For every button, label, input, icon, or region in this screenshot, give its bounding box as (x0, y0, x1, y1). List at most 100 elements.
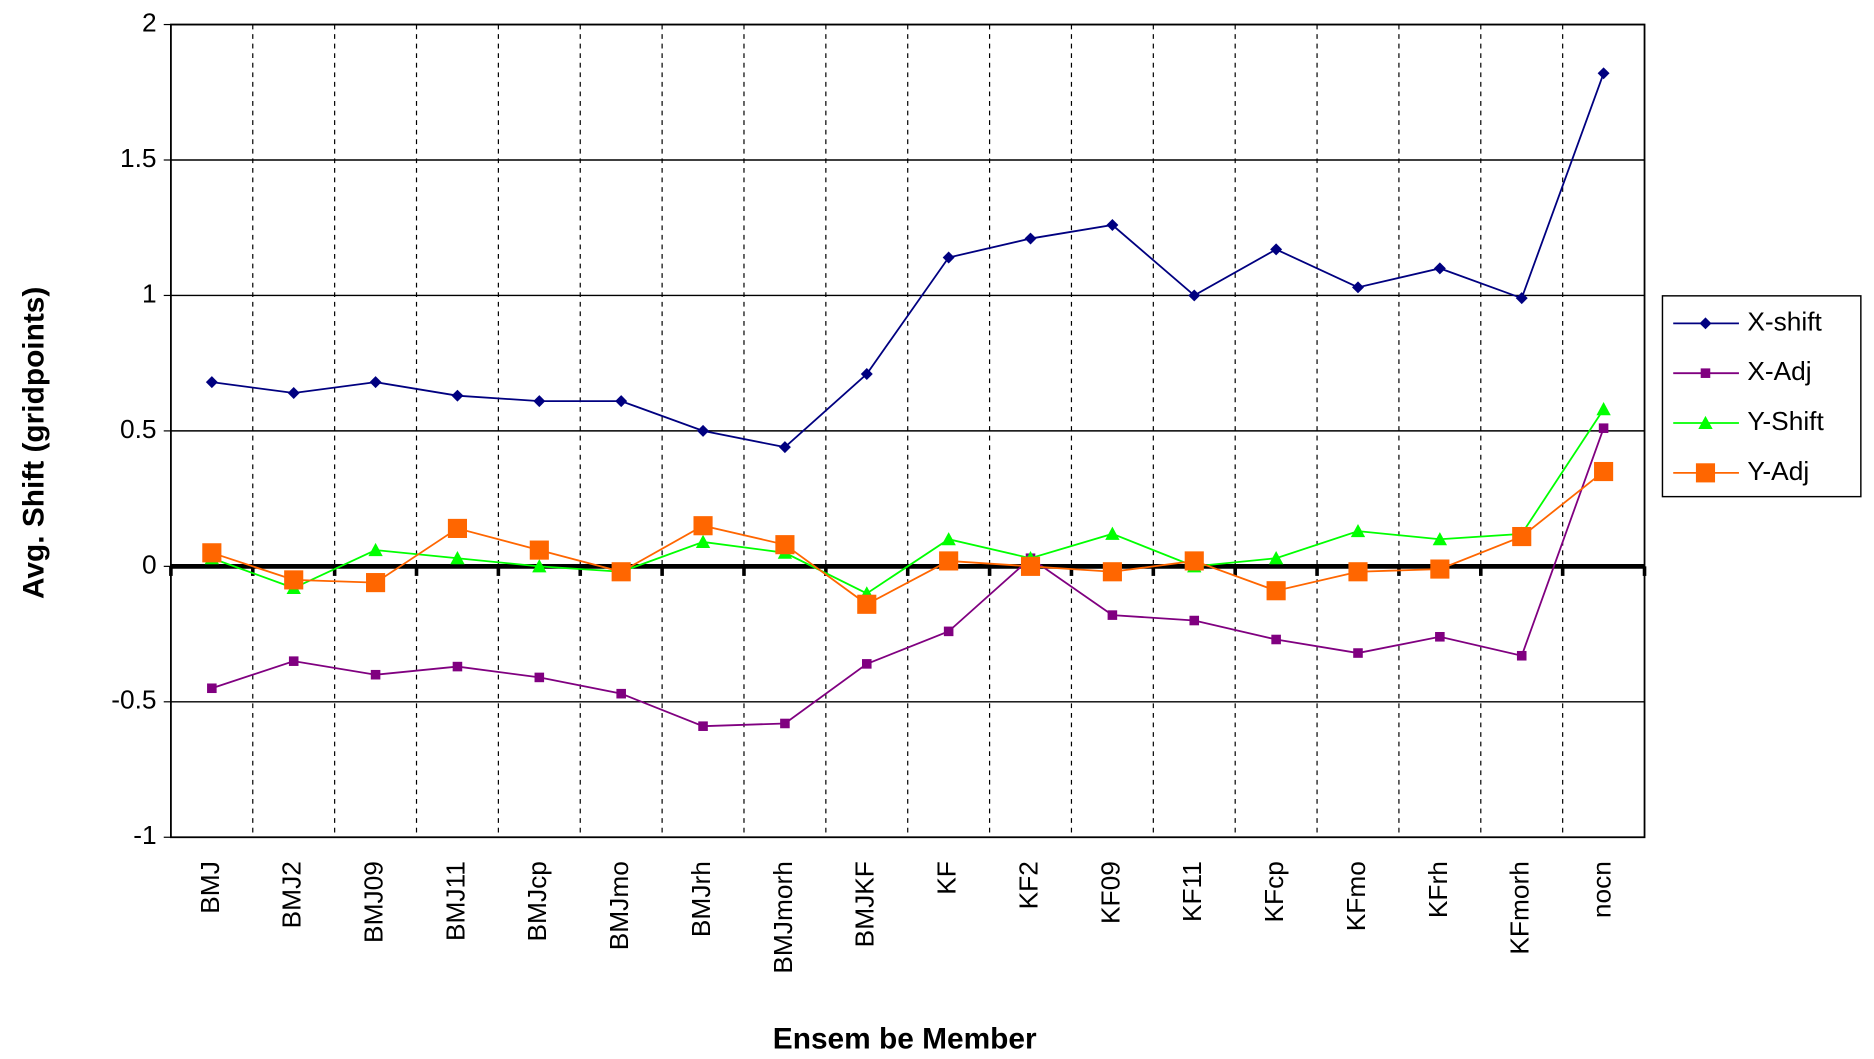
marker (1189, 615, 1200, 626)
marker (1594, 461, 1614, 482)
marker (1271, 634, 1281, 645)
marker (1105, 526, 1120, 540)
marker (1598, 423, 1609, 433)
marker (205, 376, 218, 389)
y-axis-title: Avg. Shift (gridpoints) (18, 287, 51, 599)
marker (451, 389, 464, 402)
marker (1353, 648, 1363, 658)
marker (616, 688, 626, 699)
x-tick-label: BMJcp (522, 861, 552, 941)
marker (1102, 562, 1122, 582)
legend-label: Y-Shift (1747, 406, 1824, 436)
y-tick-label: 2 (142, 7, 157, 37)
marker (1515, 292, 1528, 305)
x-tick-label: BMJ11 (440, 861, 470, 941)
marker (857, 594, 877, 614)
marker (1020, 556, 1041, 576)
marker (288, 656, 299, 666)
x-tick-label: KF09 (1095, 861, 1125, 924)
marker (1695, 463, 1716, 483)
x-tick-label: BMJmo (604, 861, 634, 950)
x-tick-label: BMJ (195, 861, 225, 914)
marker (1352, 281, 1364, 294)
series-line (211, 427, 1605, 728)
marker (1597, 67, 1610, 80)
marker (207, 683, 217, 694)
marker (452, 661, 463, 672)
marker (1596, 402, 1611, 416)
marker (942, 251, 955, 264)
marker (1106, 219, 1119, 231)
y-tick-label: 0 (142, 549, 157, 579)
plot-border (170, 23, 1646, 839)
marker (447, 518, 468, 538)
marker (366, 573, 386, 593)
marker (1350, 523, 1366, 538)
marker (368, 542, 383, 557)
marker (1184, 551, 1204, 571)
marker (1188, 289, 1201, 302)
marker (370, 669, 381, 680)
marker (939, 551, 959, 571)
marker (780, 718, 790, 729)
x-tick-label: KF (932, 861, 962, 895)
x-axis-title: Ensem be Member (773, 1022, 1037, 1055)
legend-box (1661, 295, 1862, 498)
y-tick-label: -1 (133, 820, 156, 850)
x-tick-label: KF11 (1177, 861, 1207, 922)
x-tick-label: BMJ09 (359, 861, 389, 943)
marker (1268, 551, 1284, 565)
marker (697, 424, 710, 437)
y-tick-label: 1 (142, 278, 157, 308)
marker (775, 535, 795, 555)
x-tick-label: BMJ2 (277, 861, 307, 928)
marker (1024, 232, 1037, 245)
marker (529, 540, 549, 560)
marker (698, 721, 708, 731)
x-tick-label: KFmorh (1505, 861, 1535, 954)
series-line (211, 408, 1605, 595)
marker (284, 570, 304, 590)
marker (1512, 526, 1532, 547)
marker (611, 562, 631, 582)
marker (695, 534, 711, 548)
marker (1435, 632, 1445, 642)
marker (533, 395, 546, 408)
marker (1433, 262, 1446, 275)
marker (1698, 415, 1713, 429)
marker (202, 543, 222, 563)
marker (1270, 243, 1283, 256)
x-tick-label: BMJKF (850, 861, 880, 947)
legend-label: X-Adj (1747, 356, 1811, 386)
marker (1348, 562, 1368, 582)
marker (943, 626, 954, 637)
x-tick-label: nocn (1587, 861, 1617, 918)
marker (450, 551, 465, 565)
legend: X-shift X-Adj Y-Shift Y-Adj (1661, 295, 1862, 498)
x-tick-label: KF2 (1013, 861, 1043, 909)
marker (287, 386, 300, 399)
legend-label: X-shift (1747, 306, 1822, 336)
x-tick-label: KFmo (1341, 861, 1371, 931)
marker (862, 659, 872, 669)
series-line (211, 73, 1605, 449)
x-tick-label: BMJrh (686, 861, 716, 937)
y-tick-label: 0.5 (120, 414, 157, 444)
series-line (211, 470, 1605, 606)
marker (1430, 559, 1450, 579)
marker (860, 368, 873, 380)
marker (693, 516, 713, 536)
marker (1516, 650, 1527, 661)
marker (369, 376, 382, 389)
marker (1266, 581, 1286, 601)
x-tick-label: KFcp (1259, 861, 1289, 922)
marker (532, 559, 547, 573)
y-tick-label: -0.5 (111, 685, 156, 715)
y-tick-label: 1.5 (120, 143, 157, 173)
marker (1432, 532, 1448, 546)
legend-label: Y-Adj (1747, 456, 1809, 486)
marker (1699, 317, 1712, 330)
marker (1107, 610, 1118, 620)
